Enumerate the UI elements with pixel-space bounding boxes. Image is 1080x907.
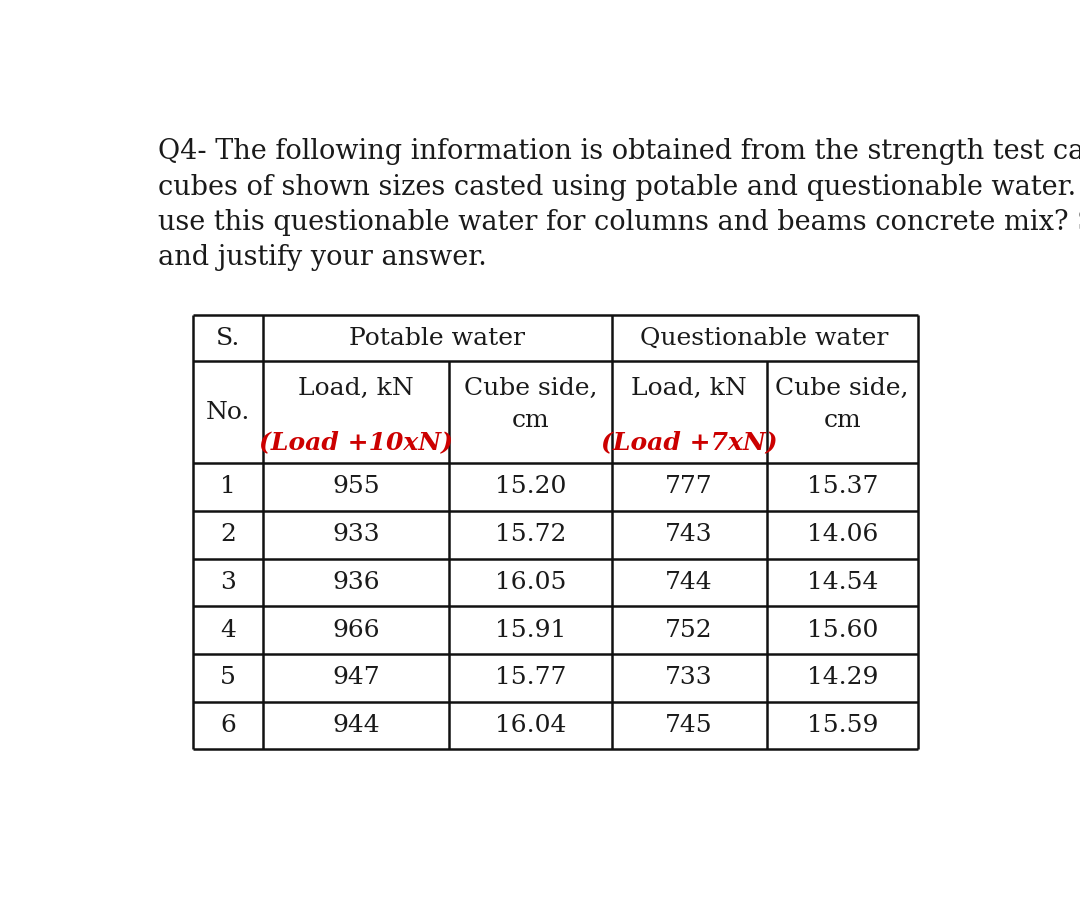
Text: 1: 1	[220, 475, 235, 499]
Text: (Load +10xN): (Load +10xN)	[259, 430, 453, 454]
Text: 944: 944	[332, 714, 380, 737]
Text: No.: No.	[206, 401, 251, 424]
Text: Potable water: Potable water	[349, 327, 525, 350]
Text: 936: 936	[332, 571, 380, 594]
Text: Load, kN: Load, kN	[298, 376, 414, 400]
Text: cm: cm	[823, 409, 861, 432]
Text: 966: 966	[332, 619, 380, 641]
Text: cubes of shown sizes casted using potable and questionable water. Is it recommen: cubes of shown sizes casted using potabl…	[159, 173, 1080, 200]
Text: 14.29: 14.29	[807, 667, 878, 689]
Text: use this questionable water for columns and beams concrete mix? Show the calcula: use this questionable water for columns …	[159, 209, 1080, 236]
Text: 16.04: 16.04	[495, 714, 566, 737]
Text: 933: 933	[332, 523, 380, 546]
Text: 745: 745	[665, 714, 713, 737]
Text: 955: 955	[332, 475, 380, 499]
Text: (Load +7xN): (Load +7xN)	[600, 430, 778, 454]
Text: 15.20: 15.20	[495, 475, 566, 499]
Text: 14.06: 14.06	[807, 523, 878, 546]
Text: 6: 6	[220, 714, 235, 737]
Text: 947: 947	[332, 667, 380, 689]
Text: 16.05: 16.05	[495, 571, 566, 594]
Text: Cube side,: Cube side,	[463, 376, 597, 400]
Text: 14.54: 14.54	[807, 571, 878, 594]
Text: and justify your answer.: and justify your answer.	[159, 244, 487, 271]
Text: 743: 743	[665, 523, 713, 546]
Text: Q4- The following information is obtained from the strength test carried on conc: Q4- The following information is obtaine…	[159, 138, 1080, 165]
Text: 15.91: 15.91	[495, 619, 566, 641]
Text: Cube side,: Cube side,	[775, 376, 909, 400]
Text: S.: S.	[216, 327, 240, 350]
Text: 5: 5	[220, 667, 235, 689]
Text: 15.77: 15.77	[495, 667, 566, 689]
Text: 752: 752	[665, 619, 713, 641]
Text: 2: 2	[220, 523, 235, 546]
Text: Questionable water: Questionable water	[640, 327, 889, 350]
Text: cm: cm	[512, 409, 549, 432]
Text: 15.72: 15.72	[495, 523, 566, 546]
Text: 733: 733	[665, 667, 713, 689]
Text: 777: 777	[665, 475, 713, 499]
Text: 4: 4	[220, 619, 235, 641]
Text: 3: 3	[220, 571, 235, 594]
Text: Load, kN: Load, kN	[631, 376, 747, 400]
Text: 15.37: 15.37	[807, 475, 878, 499]
Text: 15.60: 15.60	[807, 619, 878, 641]
Text: 744: 744	[665, 571, 713, 594]
Text: 15.59: 15.59	[807, 714, 878, 737]
